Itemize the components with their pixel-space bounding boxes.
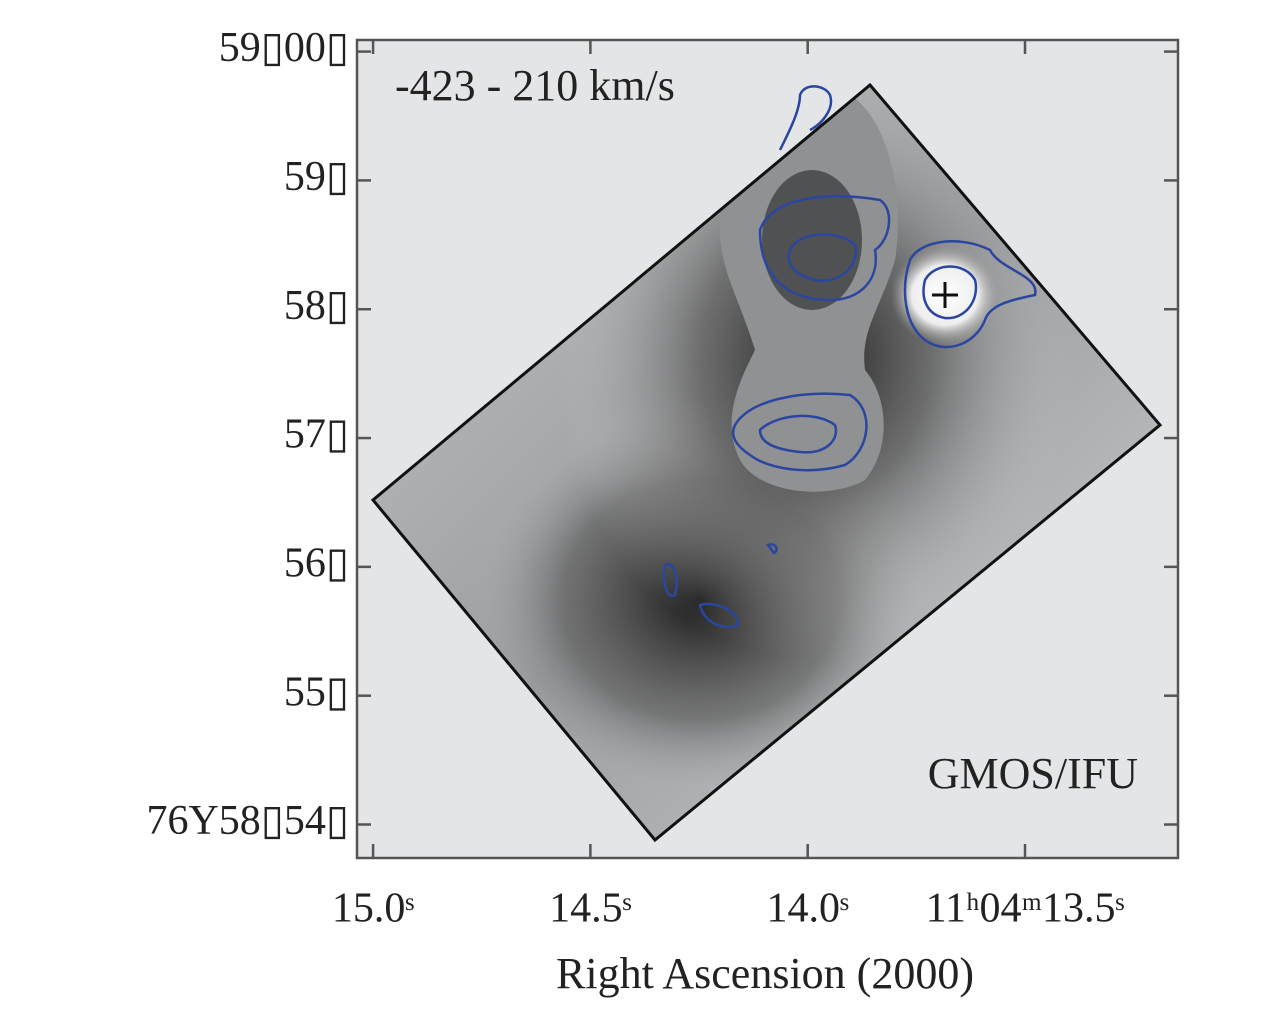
y-tick-label: 59▯00▯ bbox=[219, 25, 349, 71]
frame bbox=[355, 38, 1180, 860]
y-tick-label: 57▯ bbox=[284, 412, 349, 458]
y-tick-label: 59▯ bbox=[284, 154, 349, 200]
x-tick-label: 11ʰ04ᵐ13.5ˢ bbox=[926, 886, 1125, 932]
nucleus-marker bbox=[932, 282, 958, 308]
instrument-label: GMOS/IFU bbox=[928, 749, 1138, 798]
x-tick-label: 14.5ˢ bbox=[549, 886, 632, 932]
x-tick-label: 14.0ˢ bbox=[766, 886, 849, 932]
y-tick-label: 55▯ bbox=[284, 669, 349, 715]
ifu-outline bbox=[370, 82, 1163, 843]
y-tick-label: 56▯ bbox=[284, 541, 349, 587]
velocity-range: -423 - 210 km/s bbox=[395, 61, 675, 110]
x-axis-label: Right Ascension (2000) bbox=[556, 949, 974, 998]
x-tick-label: 15.0ˢ bbox=[332, 886, 415, 932]
contours bbox=[663, 85, 1037, 629]
y-tick-label: 58▯ bbox=[284, 283, 349, 329]
y-tick-label: 76Y58▯54▯ bbox=[146, 798, 349, 844]
